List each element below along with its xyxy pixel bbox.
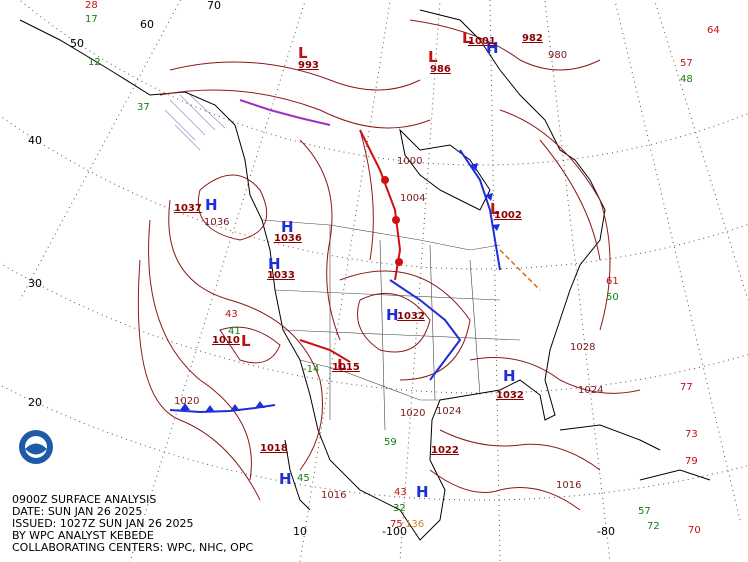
station-value: 32 (393, 503, 406, 514)
station-value: 77 (680, 382, 693, 393)
longitude-label: 10 (293, 525, 307, 538)
high-center: H (281, 218, 294, 236)
high-pressure: 982 (522, 33, 543, 44)
station-value: 43 (225, 309, 238, 320)
isobar-label: 1016 (556, 480, 581, 491)
latitude-label: 50 (70, 37, 84, 50)
low-pressure: 1010 (212, 335, 240, 346)
isobar-label: 1000 (397, 156, 422, 167)
low-pressure: 993 (298, 60, 319, 71)
isobar-label: 1024 (436, 406, 461, 417)
fronts (169, 99, 541, 414)
high-center: H (486, 39, 499, 57)
low-center: L (462, 29, 472, 47)
station-value: 79 (685, 456, 698, 467)
high-center: H (268, 255, 281, 273)
high-center: H (386, 306, 399, 324)
low-center: L (490, 200, 500, 218)
low-center: L (337, 356, 347, 374)
latitude-label: 40 (28, 134, 42, 147)
station-value: 43 (394, 487, 407, 498)
low-pressure: 986 (430, 64, 451, 75)
longitude-label: -100 (382, 525, 407, 538)
station-value: 57 (638, 506, 651, 517)
station-value: 48 (680, 74, 693, 85)
high-pressure: 1036 (274, 233, 302, 244)
high-center: H (205, 196, 218, 214)
high-pressure: 1032 (496, 390, 524, 401)
isobar-label: 1024 (578, 385, 603, 396)
low-pressure: 1001 (468, 36, 496, 47)
station-value: 17 (85, 14, 98, 25)
low-pressure: 1015 (332, 362, 360, 373)
latitude-label: 30 (28, 277, 42, 290)
caption-line: ISSUED: 1027Z SUN JAN 26 2025 (12, 517, 193, 530)
station-value: 70 (688, 525, 701, 536)
high-center: H (416, 483, 429, 501)
high-center: H (279, 470, 292, 488)
caption-line: COLLABORATING CENTERS: WPC, NHC, OPC (12, 541, 253, 554)
isobar-label: 1036 (204, 217, 229, 228)
longitude-label: 60 (140, 18, 154, 31)
low-center: L (241, 332, 251, 350)
caption-line: 0900Z SURFACE ANALYSIS (12, 493, 156, 506)
latitude-label: 20 (28, 396, 42, 409)
longitude-label: -80 (597, 525, 615, 538)
isobar-label: 1004 (400, 193, 425, 204)
station-value: 37 (137, 102, 150, 113)
station-value: 64 (707, 25, 720, 36)
high-pressure: 1037 (174, 203, 202, 214)
low-pressure: 1002 (494, 210, 522, 221)
borders (261, 219, 521, 431)
hatch (164, 94, 226, 151)
caption-line: DATE: SUN JAN 26 2025 (12, 505, 142, 518)
low-center: L (298, 44, 308, 62)
high-pressure: 1032 (397, 311, 425, 322)
station-value: 59 (384, 437, 397, 448)
isobar-label: 1020 (174, 396, 199, 407)
station-value: 72 (647, 521, 660, 532)
isobar-label: 1016 (321, 490, 346, 501)
station-value: -14 (303, 364, 319, 375)
isobar-label: 1028 (570, 342, 595, 353)
low-center: L (428, 48, 438, 66)
isobar-label: 1020 (400, 408, 425, 419)
station-value: 28 (85, 0, 98, 11)
station-value: 73 (685, 429, 698, 440)
station-value: 50 (606, 292, 619, 303)
station-value: 12 (88, 57, 101, 68)
high-pressure: 1033 (267, 270, 295, 281)
station-value: 136 (405, 519, 424, 530)
station-value: 75 (390, 519, 403, 530)
station-value: 61 (606, 276, 619, 287)
high-center: H (503, 367, 516, 385)
isobar-label: 980 (548, 50, 567, 61)
high-pressure: 1022 (431, 445, 459, 456)
coastline (19, 9, 711, 541)
caption-line: BY WPC ANALYST KEBEDE (12, 529, 154, 542)
high-pressure: 1018 (260, 443, 288, 454)
longitude-label: 70 (207, 0, 221, 12)
noaa-logo (19, 430, 53, 464)
station-value: 57 (680, 58, 693, 69)
station-value: 41 (228, 326, 241, 337)
station-value: 45 (297, 473, 310, 484)
